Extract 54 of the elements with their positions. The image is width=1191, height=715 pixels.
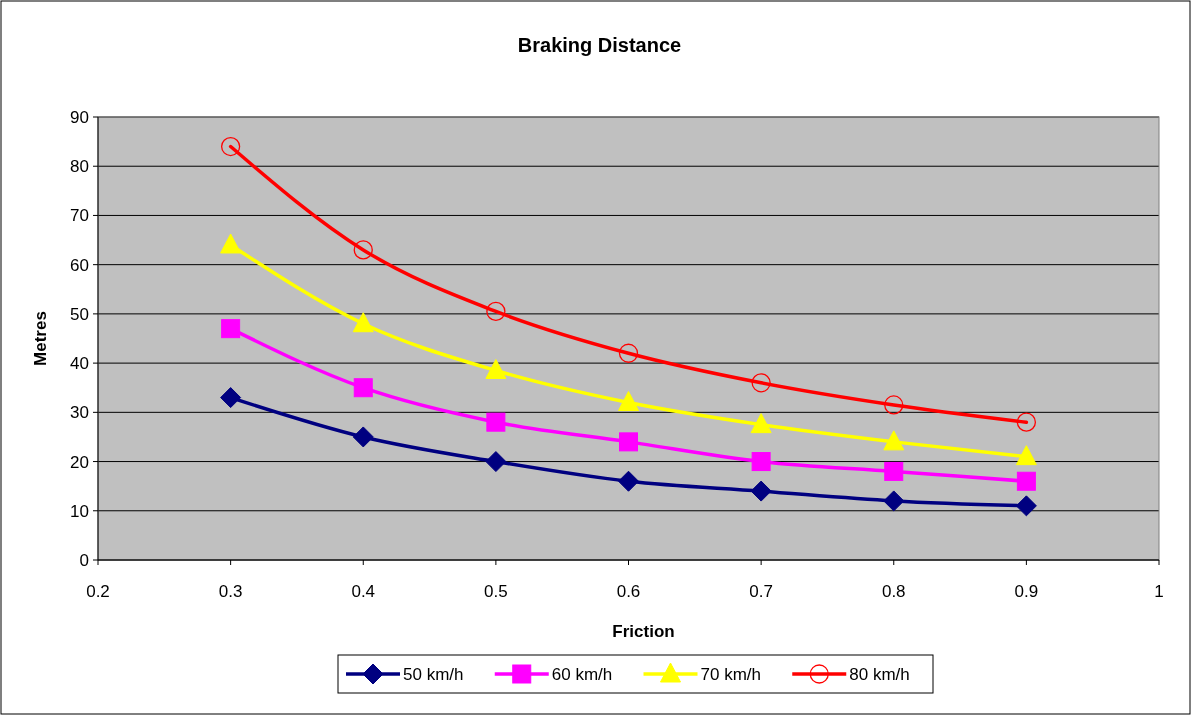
x-tick-label: 0.5 (484, 582, 508, 601)
x-tick-label: 0.9 (1014, 582, 1039, 601)
point (1016, 471, 1036, 491)
x-tick-label: 0.4 (351, 582, 376, 601)
y-axis-title: Metres (31, 311, 50, 366)
point (883, 490, 905, 512)
y-tick-label: 80 (70, 157, 89, 177)
point (352, 426, 374, 448)
y-tick-label: 30 (70, 403, 89, 423)
y-tick-label: 0 (79, 551, 89, 570)
y-tick-label: 50 (70, 304, 89, 324)
y-tick-label: 10 (70, 501, 89, 521)
point (883, 430, 905, 451)
y-tick-label: 40 (70, 354, 89, 374)
point (485, 451, 507, 473)
point (750, 413, 772, 434)
point (884, 461, 904, 481)
y-tick-label: 90 (70, 108, 89, 127)
point (1016, 412, 1037, 432)
point (485, 358, 507, 379)
y-tick-label: 20 (70, 452, 89, 472)
point (618, 470, 639, 492)
point (352, 312, 374, 333)
point (353, 240, 373, 260)
point (750, 480, 772, 502)
point (220, 136, 241, 157)
x-tick-label: 0.6 (616, 582, 641, 601)
x-tick-label: 1 (1154, 582, 1164, 601)
x-tick-label: 0.7 (749, 582, 773, 601)
y-tick-label: 70 (70, 206, 89, 226)
point (486, 412, 506, 432)
x-tick-label: 0.2 (86, 582, 110, 601)
point (751, 452, 771, 472)
point (751, 373, 771, 393)
point (486, 301, 506, 322)
point (353, 378, 373, 398)
legend-label: 50 km/h (403, 665, 464, 684)
point (221, 319, 241, 339)
legend-label: 70 km/h (700, 665, 761, 684)
x-tick-label: 0.8 (881, 582, 906, 601)
point (884, 395, 904, 415)
point (618, 343, 639, 363)
y-tick-label: 60 (70, 255, 89, 275)
point (619, 432, 638, 452)
point (618, 390, 639, 411)
point (1015, 445, 1037, 466)
point (1015, 495, 1037, 517)
chart-title: Braking Distance (517, 34, 682, 56)
x-tick-label: 0.3 (218, 582, 243, 601)
legend-label: 60 km/h (551, 665, 613, 684)
point (220, 233, 242, 254)
point (220, 387, 242, 409)
x-axis-title: Friction (612, 622, 675, 641)
legend-label: 80 km/h (849, 665, 910, 684)
